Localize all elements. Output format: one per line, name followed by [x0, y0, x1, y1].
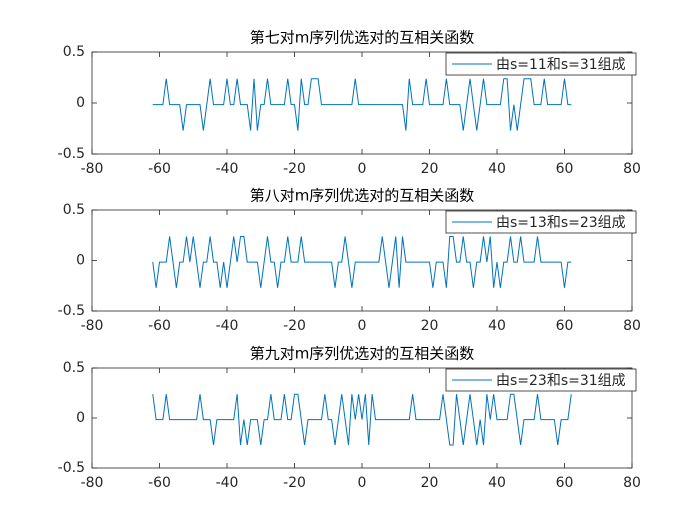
x-tick-label: 60: [556, 318, 574, 334]
y-tick-label: 0.5: [63, 44, 85, 60]
x-tick-label: 0: [358, 475, 367, 491]
data-line: [152, 235, 572, 288]
y-tick-label: 0: [76, 253, 85, 269]
y-tick-label: 0: [76, 95, 85, 111]
x-tick-label: -20: [283, 318, 306, 334]
legend: 由s=11和s=31组成: [445, 52, 637, 76]
x-tick-label: 60: [556, 475, 574, 491]
x-tick-label: -40: [216, 318, 239, 334]
x-tick-label: 40: [488, 161, 506, 177]
y-tick-label: -0.5: [58, 460, 85, 476]
legend: 由s=13和s=23组成: [445, 210, 637, 234]
x-tick-label: -60: [148, 475, 171, 491]
x-tick-label: 0: [358, 161, 367, 177]
x-tick-label: 80: [623, 161, 641, 177]
y-tick-label: -0.5: [58, 303, 85, 319]
legend-label: 由s=11和s=31组成: [496, 57, 626, 73]
x-tick-label: 40: [488, 318, 506, 334]
x-tick-label: -20: [283, 475, 306, 491]
x-tick-label: 0: [358, 318, 367, 334]
x-tick-label: -20: [283, 161, 306, 177]
legend-label: 由s=23和s=31组成: [496, 373, 626, 389]
x-tick-label: 40: [488, 475, 506, 491]
x-tick-label: -80: [81, 475, 104, 491]
x-tick-label: -80: [81, 161, 104, 177]
data-line: [152, 78, 572, 131]
legend: 由s=23和s=31组成: [445, 368, 637, 392]
y-tick-label: 0: [76, 410, 85, 426]
x-tick-label: 80: [623, 318, 641, 334]
legend-box: [445, 52, 637, 76]
x-tick-label: -60: [148, 161, 171, 177]
chart-title: 第七对m序列优选对的互相关函数: [250, 29, 475, 47]
x-tick-label: -80: [81, 318, 104, 334]
y-tick-label: 0.5: [63, 202, 85, 218]
legend-box: [445, 210, 637, 234]
x-tick-label: 20: [421, 475, 439, 491]
data-line: [152, 393, 572, 446]
x-tick-label: -40: [216, 161, 239, 177]
x-tick-label: 80: [623, 475, 641, 491]
x-tick-label: 20: [421, 318, 439, 334]
x-tick-label: 60: [556, 161, 574, 177]
y-tick-label: -0.5: [58, 146, 85, 162]
x-tick-label: -40: [216, 475, 239, 491]
legend-box: [445, 368, 637, 392]
y-tick-label: 0.5: [63, 360, 85, 376]
chart-title: 第八对m序列优选对的互相关函数: [250, 187, 475, 205]
legend-label: 由s=13和s=23组成: [496, 215, 626, 231]
x-tick-label: -60: [148, 318, 171, 334]
x-tick-label: 20: [421, 161, 439, 177]
chart-title: 第九对m序列优选对的互相关函数: [250, 345, 475, 363]
